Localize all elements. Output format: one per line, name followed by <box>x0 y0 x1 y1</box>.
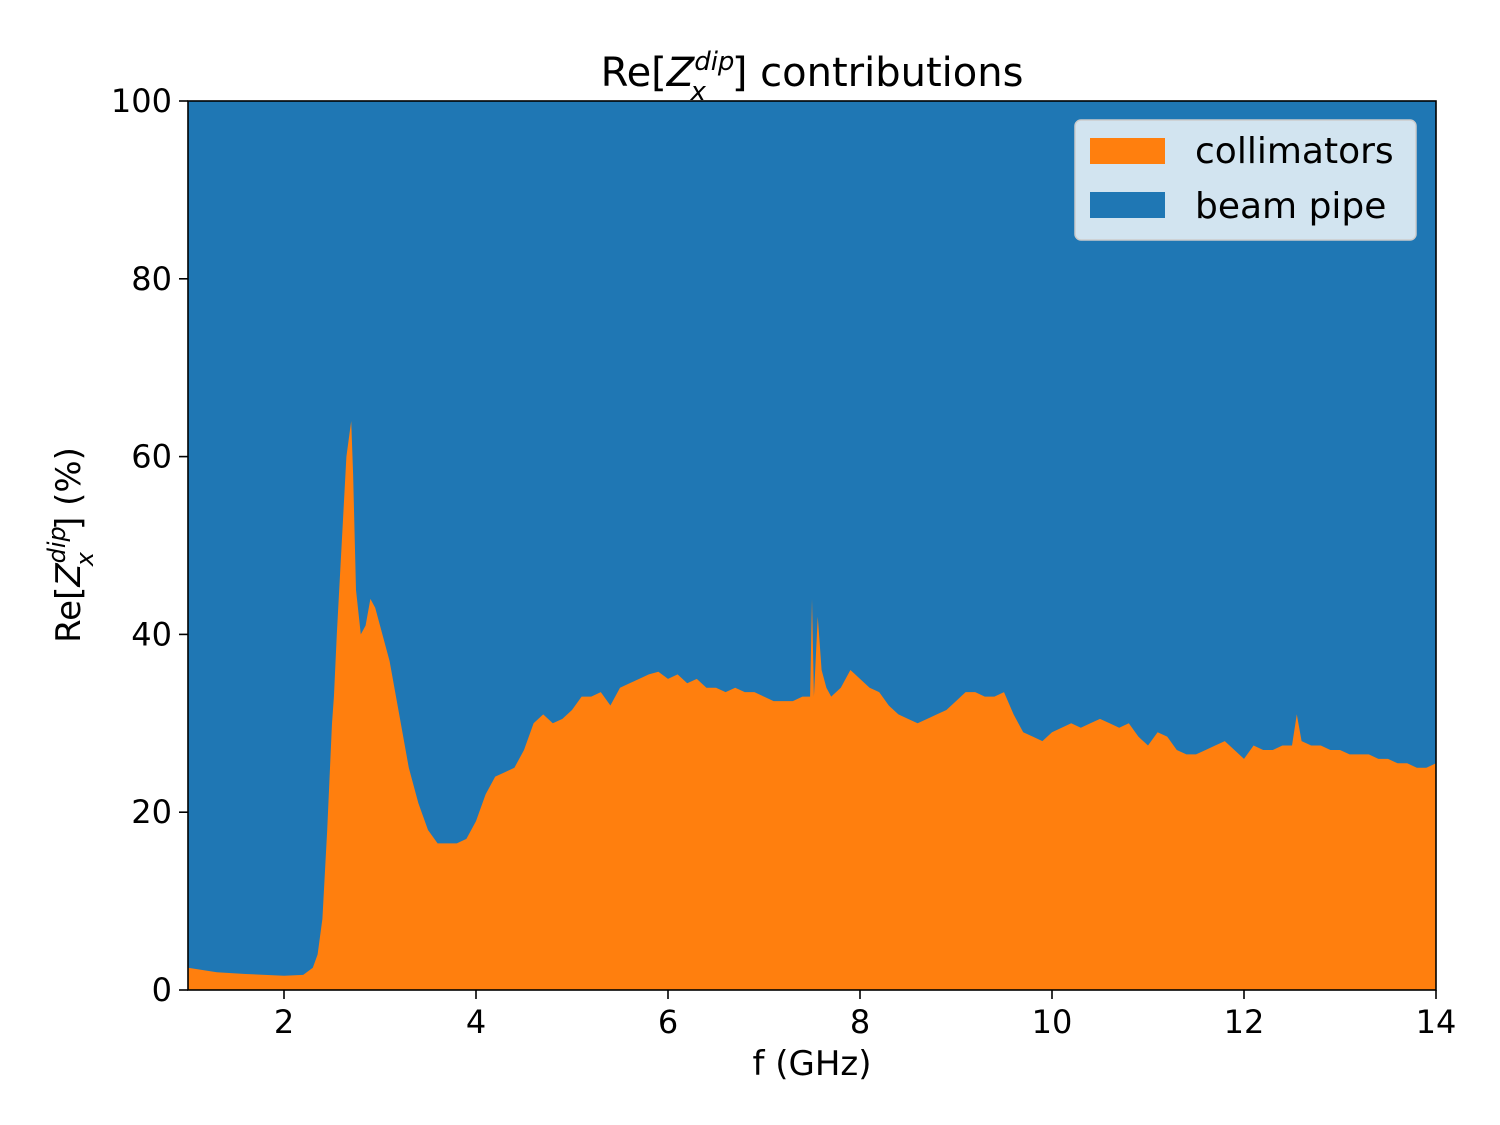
x-tick-label: 12 <box>1224 1003 1265 1041</box>
x-tick-label: 10 <box>1032 1003 1073 1041</box>
x-axis: 2 4 6 8 10 12 14 <box>274 990 1457 1041</box>
y-tick-label: 0 <box>152 971 172 1009</box>
chart-title: Re[Zdip x] contributions <box>601 47 1024 107</box>
legend-label-beam-pipe: beam pipe <box>1195 186 1386 227</box>
legend-swatch-collimators <box>1090 138 1165 164</box>
collimators-area <box>188 421 1436 990</box>
y-tick-label: 40 <box>131 615 172 653</box>
x-tick-label: 14 <box>1416 1003 1457 1041</box>
y-tick-label: 80 <box>131 260 172 298</box>
x-axis-label: f (GHz) <box>752 1044 871 1084</box>
y-axis: 0 20 40 60 80 100 <box>111 82 188 1009</box>
y-tick-label: 60 <box>131 438 172 476</box>
x-tick-label: 2 <box>274 1003 294 1041</box>
legend: collimators beam pipe <box>1074 119 1417 241</box>
legend-swatch-beam-pipe <box>1090 192 1165 218</box>
legend-label-collimators: collimators <box>1195 131 1394 172</box>
x-tick-label: 4 <box>466 1003 486 1041</box>
x-tick-label: 6 <box>658 1003 678 1041</box>
y-tick-label: 20 <box>131 793 172 831</box>
y-tick-label: 100 <box>111 82 172 120</box>
x-tick-label: 8 <box>850 1003 870 1041</box>
axes-frame <box>187 100 1437 991</box>
y-axis-label: Re[Zdipx] (%) <box>43 447 99 643</box>
